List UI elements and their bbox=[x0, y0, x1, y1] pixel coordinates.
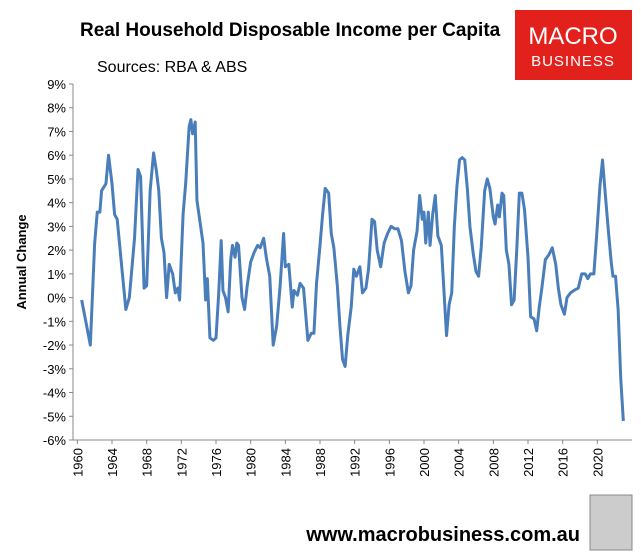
x-tick-label: 2020 bbox=[590, 448, 605, 477]
x-tick-label: 1976 bbox=[209, 448, 224, 477]
x-tick-label: 1972 bbox=[174, 448, 189, 477]
logo-text: BUSINESS bbox=[531, 53, 615, 70]
chart-title: Real Household Disposable Income per Cap… bbox=[80, 20, 501, 41]
footer: www.macrobusiness.com.au bbox=[305, 524, 580, 546]
x-tick-label: 1984 bbox=[278, 448, 293, 477]
y-tick-label: 3% bbox=[47, 219, 66, 234]
y-tick-label: -5% bbox=[43, 409, 67, 424]
y-tick-label: 7% bbox=[47, 124, 66, 139]
x-tick-label: 1980 bbox=[244, 448, 259, 477]
y-tick-label: 6% bbox=[47, 148, 66, 163]
x-tick-label: 1964 bbox=[105, 448, 120, 477]
x-tick-label: 1996 bbox=[382, 448, 397, 477]
x-tick-label: 2004 bbox=[452, 448, 467, 477]
y-tick-label: -6% bbox=[43, 433, 67, 448]
x-tick-label: 2000 bbox=[417, 448, 432, 477]
logo-image bbox=[589, 494, 633, 551]
logo-box bbox=[515, 10, 632, 80]
y-tick-label: 2% bbox=[47, 243, 66, 258]
y-tick-label: 5% bbox=[47, 172, 66, 187]
y-tick-label: -3% bbox=[43, 362, 67, 377]
x-tick-label: 2016 bbox=[556, 448, 571, 477]
chart-subtitle: Sources: RBA & ABS bbox=[97, 59, 247, 76]
y-tick-label: 9% bbox=[47, 77, 66, 92]
x-tick-label: 2008 bbox=[486, 448, 501, 477]
y-tick-label: 4% bbox=[47, 196, 66, 211]
x-tick-label: 1988 bbox=[313, 448, 328, 477]
y-axis-label: Annual Change bbox=[14, 214, 29, 309]
y-tick-label: -1% bbox=[43, 314, 67, 329]
y-tick-label: 0% bbox=[47, 291, 66, 306]
y-tick-label: 8% bbox=[47, 101, 66, 116]
logo-text: MACRO bbox=[528, 23, 617, 50]
y-tick-label: -4% bbox=[43, 386, 67, 401]
x-tick-label: 1992 bbox=[348, 448, 363, 477]
x-tick-label: 2012 bbox=[521, 448, 536, 477]
x-tick-label: 1960 bbox=[70, 448, 85, 477]
x-tick-label: 1968 bbox=[140, 448, 155, 477]
line-series bbox=[80, 118, 625, 422]
y-tick-label: 1% bbox=[47, 267, 66, 282]
y-tick-label: -2% bbox=[43, 338, 67, 353]
